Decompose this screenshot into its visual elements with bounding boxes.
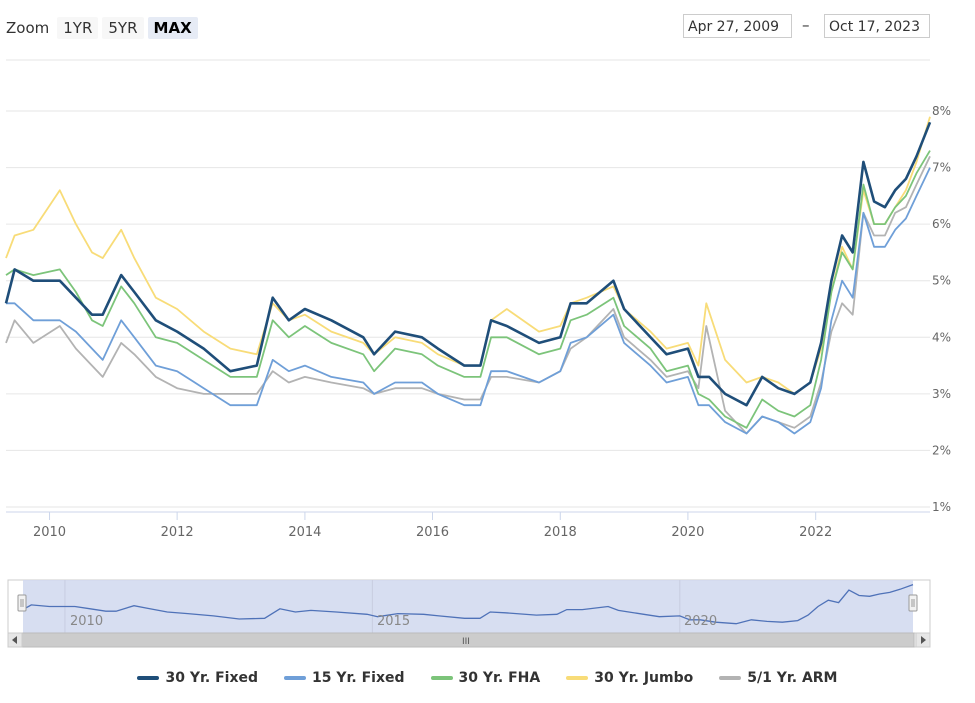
series-line-30yr-fha[interactable]: [5, 150, 931, 429]
x-tick-label: 2012: [161, 525, 194, 540]
y-tick-label: 7%: [932, 161, 951, 175]
navigator-series-line: [22, 583, 914, 625]
navigator-label-2010: 2010: [70, 614, 103, 629]
series-layer: [4, 116, 932, 435]
navigator-label-2020: 2020: [684, 614, 717, 629]
legend-swatch-30yr-jumbo: [566, 676, 589, 680]
range-dash: –: [802, 16, 810, 34]
legend-swatch-30yr-fixed: [137, 676, 160, 680]
legend-swatch-15yr-fixed: [284, 676, 306, 680]
navigator-selection[interactable]: [23, 580, 913, 633]
legend-label-15yr-fixed: 15 Yr. Fixed: [312, 670, 405, 686]
legend-label-30yr-jumbo: 30 Yr. Jumbo: [594, 670, 694, 686]
zoom-5yr-button[interactable]: 5YR: [102, 17, 144, 39]
scrollbar-left-arrow[interactable]: [7, 632, 23, 648]
range-from-input[interactable]: Apr 27, 2009: [683, 14, 792, 38]
y-tick-label: 6%: [932, 217, 951, 231]
x-tick-label: 2018: [544, 525, 577, 540]
series-line-15yr-fixed[interactable]: [6, 167, 931, 435]
legend-item-30yr-fha[interactable]: 30 Yr. FHA: [430, 670, 541, 686]
range-to-input[interactable]: Oct 17, 2023: [824, 14, 930, 38]
x-tick-label: 2022: [799, 525, 832, 540]
legend: 30 Yr. Fixed 15 Yr. Fixed 30 Yr. FHA 30 …: [0, 670, 975, 686]
legend-item-30yr-fixed[interactable]: 30 Yr. Fixed: [137, 670, 258, 686]
x-tick-label: 2010: [33, 525, 66, 540]
y-tick-label: 5%: [932, 274, 951, 288]
x-tick-label: 2014: [288, 525, 321, 540]
y-tick-label: 2%: [932, 443, 951, 457]
navigator-right-handle[interactable]: [908, 594, 918, 612]
y-tick-label: 8%: [932, 104, 951, 118]
navigator-left-handle[interactable]: [17, 594, 27, 612]
navigator[interactable]: 2010 2015 2020 III: [0, 575, 975, 655]
legend-label-30yr-fixed: 30 Yr. Fixed: [165, 670, 258, 686]
y-tick-label: 3%: [932, 387, 951, 401]
zoom-1yr-button[interactable]: 1YR: [57, 17, 99, 39]
x-tick-label: 2016: [416, 525, 449, 540]
legend-item-30yr-jumbo[interactable]: 30 Yr. Jumbo: [566, 670, 693, 686]
series-line-30yr-fixed[interactable]: [4, 121, 932, 407]
legend-swatch-5-1-arm: [719, 676, 742, 680]
scrollbar-right-arrow[interactable]: [915, 632, 931, 648]
legend-label-5-1-arm: 5/1 Yr. ARM: [747, 670, 838, 686]
legend-label-30yr-fha: 30 Yr. FHA: [458, 670, 541, 686]
legend-swatch-30yr-fha: [430, 676, 453, 680]
zoom-label: Zoom: [6, 19, 50, 37]
legend-item-15yr-fixed[interactable]: 15 Yr. Fixed: [284, 670, 405, 686]
navigator-label-2015: 2015: [377, 614, 410, 629]
scrollbar-grip: III: [462, 637, 470, 647]
y-tick-label: 1%: [932, 500, 951, 514]
y-tick-label: 4%: [932, 330, 951, 344]
x-tick-label: 2020: [671, 525, 704, 540]
zoom-max-button[interactable]: MAX: [147, 17, 198, 39]
legend-item-5-1-arm[interactable]: 5/1 Yr. ARM: [719, 670, 838, 686]
zoom-bar: Zoom 1YR 5YR MAX: [6, 16, 198, 40]
main-chart: 1% 2% 3% 4% 5% 6% 7% 8% 2010 2012 2014 2016 2018 2020…: [4, 59, 951, 540]
grid-layer: [6, 59, 930, 508]
axis-layer: 1% 2% 3% 4% 5% 6% 7% 8% 2010 2012 2014 2016 2018 2020…: [6, 104, 951, 540]
